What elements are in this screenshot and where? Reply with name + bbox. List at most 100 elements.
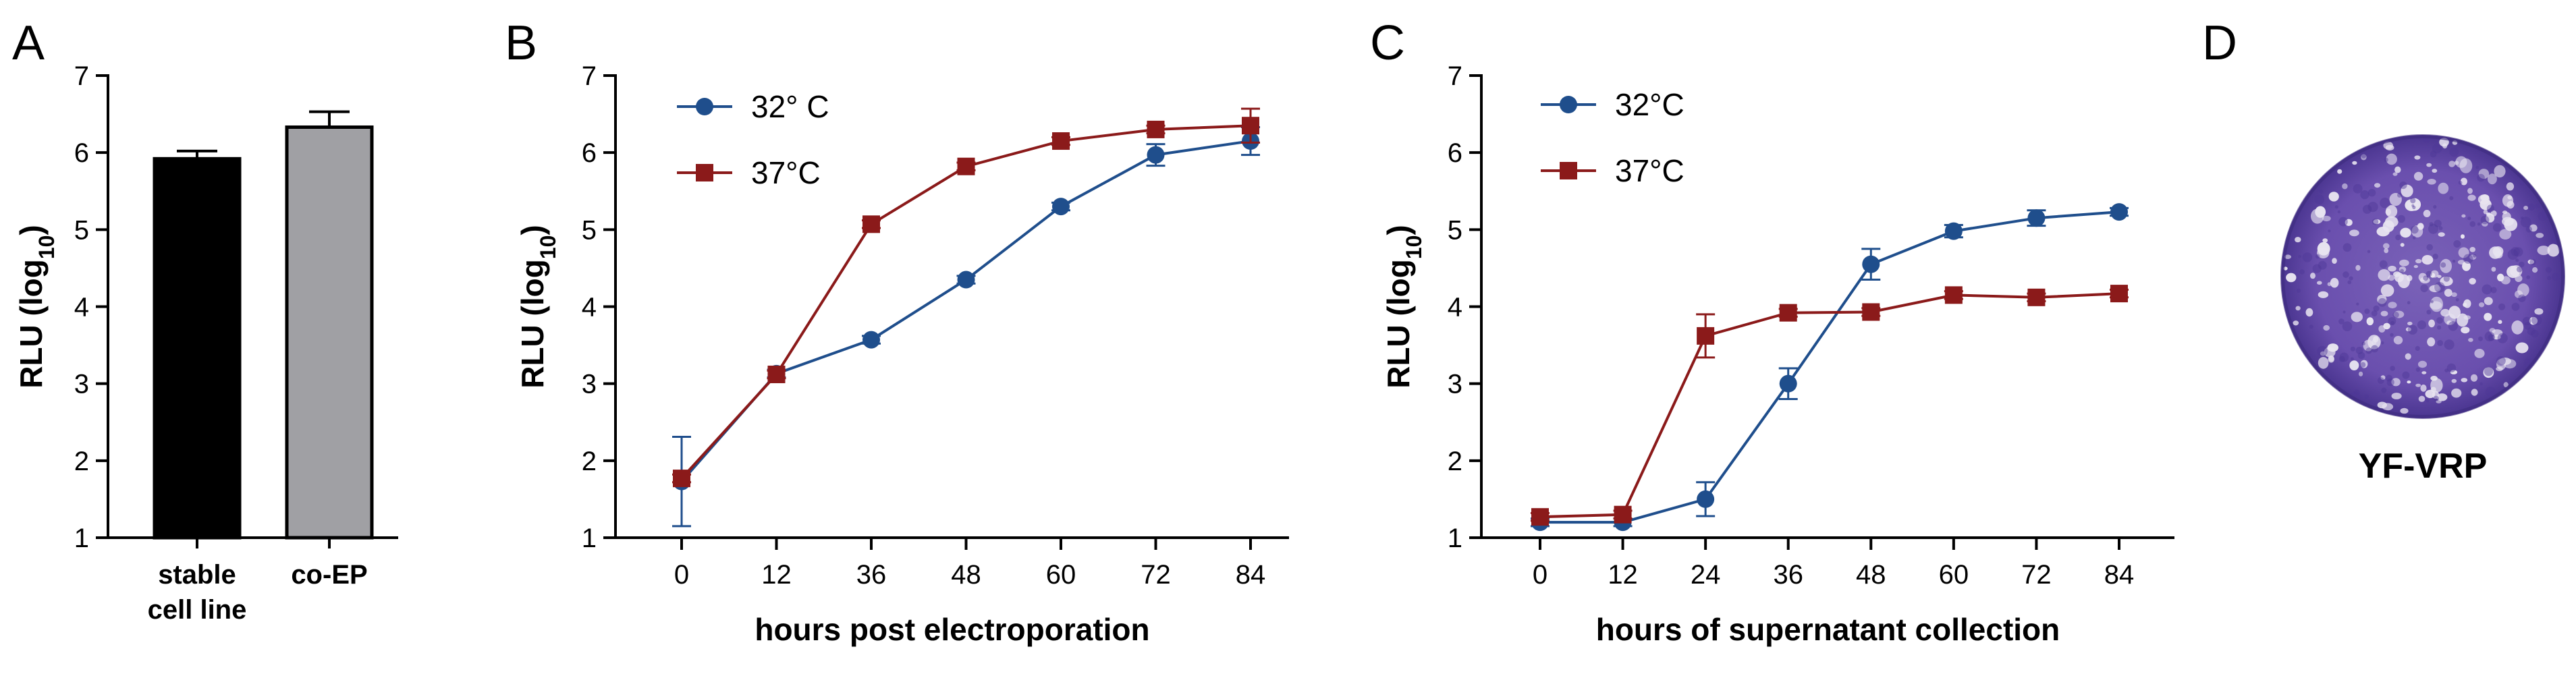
y-axis-title-main: RLU (log: [515, 259, 550, 389]
stain-speck: [2484, 331, 2495, 342]
plaque: [2457, 313, 2469, 327]
plaque: [2332, 258, 2337, 264]
plaque: [2328, 355, 2335, 363]
y-axis-title-end: ): [13, 225, 49, 235]
plaque: [2461, 378, 2468, 383]
legend-marker: [696, 164, 713, 181]
stain-speck: [2458, 180, 2463, 185]
plaque: [2479, 302, 2485, 308]
plaque: [2391, 378, 2401, 387]
plaque: [2349, 360, 2359, 370]
stain-speck: [2412, 205, 2416, 210]
stain-speck: [2473, 254, 2477, 258]
y-tick-label: 6: [582, 138, 597, 168]
stain-speck: [2547, 276, 2552, 281]
stain-speck: [2342, 321, 2353, 332]
stain-speck: [2480, 215, 2490, 225]
plaque: [2471, 389, 2478, 396]
y-tick-label: 5: [1448, 215, 1462, 245]
panel-letter-a: A: [12, 16, 45, 70]
plaque: [2426, 163, 2432, 167]
plaque: [2384, 216, 2399, 227]
plaque: [2361, 154, 2367, 161]
plaque: [2386, 205, 2398, 218]
plaque: [2459, 158, 2473, 173]
stain-speck: [2355, 347, 2363, 354]
plaque: [2428, 319, 2436, 328]
plaque: [2448, 161, 2456, 167]
stain-speck: [2515, 258, 2519, 262]
stain-speck: [2426, 310, 2432, 315]
plaque: [2492, 246, 2504, 256]
plaque: [2380, 284, 2394, 297]
data-point: [673, 470, 690, 488]
legend-marker: [1560, 96, 1577, 113]
data-point: [1779, 304, 1797, 322]
plaque: [2444, 289, 2452, 297]
stain-speck: [2386, 374, 2392, 382]
plaque: [2427, 179, 2436, 185]
plaque: [2491, 266, 2496, 272]
stain-speck: [2390, 320, 2395, 325]
plaque-assay-image: [2280, 134, 2565, 419]
data-point: [1697, 490, 1715, 508]
x-tick-label: 48: [1856, 560, 1886, 590]
stain-speck: [2360, 190, 2369, 200]
stain-speck: [2412, 235, 2416, 240]
data-point: [2027, 288, 2046, 306]
x-tick-label: 12: [761, 560, 792, 590]
stain-speck: [2446, 363, 2457, 373]
bar-1: [285, 125, 374, 540]
plaque: [2438, 232, 2445, 237]
series-line: [1539, 292, 2120, 519]
plaque: [2436, 393, 2448, 401]
category-label: co-EP: [291, 560, 367, 590]
plaque: [2322, 238, 2328, 243]
plaque: [2484, 297, 2493, 306]
plaque: [2484, 312, 2492, 321]
stain-speck: [2535, 204, 2540, 208]
x-tick-label: 72: [2021, 560, 2052, 590]
plaque: [2469, 247, 2475, 252]
stain-speck: [2384, 157, 2388, 163]
plaque: [2391, 393, 2402, 399]
stain-speck: [2334, 205, 2338, 209]
stain-speck: [2312, 264, 2322, 273]
plaque: [2506, 182, 2515, 191]
y-axis-title-main: RLU (log: [1381, 259, 1416, 389]
y-axis-title: RLU (log10): [515, 225, 560, 389]
plaque: [2470, 374, 2478, 382]
stain-speck: [2426, 271, 2432, 277]
stain-speck: [2360, 362, 2366, 368]
series-line: [1540, 210, 2120, 524]
data-point: [1944, 222, 1963, 240]
stain-speck: [2545, 266, 2552, 273]
stain-speck: [2519, 181, 2524, 186]
stain-speck: [2519, 261, 2525, 268]
stain-speck: [2531, 329, 2539, 338]
legend-entry-1: 37°C: [1541, 153, 1684, 188]
category-label: cell line: [148, 595, 247, 625]
plaque: [2392, 172, 2398, 176]
plaque: [2480, 194, 2490, 201]
plaque: [2474, 349, 2485, 358]
stain-speck: [2484, 366, 2494, 376]
plaque: [2460, 177, 2467, 186]
stain-speck: [2527, 327, 2536, 335]
plaque: [2317, 242, 2330, 256]
stain-speck: [2538, 211, 2548, 221]
stain-speck: [2353, 389, 2360, 395]
stain-speck: [2552, 273, 2560, 281]
stain-speck: [2448, 321, 2458, 331]
plaque: [2377, 294, 2387, 304]
data-point: [1052, 132, 1070, 150]
stain-speck: [2296, 288, 2301, 293]
data-point: [2110, 285, 2128, 303]
plaque: [2330, 277, 2339, 288]
plaque: [2386, 153, 2397, 165]
plaque: [2487, 173, 2497, 185]
stain-speck: [2432, 143, 2442, 154]
stain-speck: [2520, 216, 2524, 220]
stain-speck: [2463, 254, 2473, 264]
